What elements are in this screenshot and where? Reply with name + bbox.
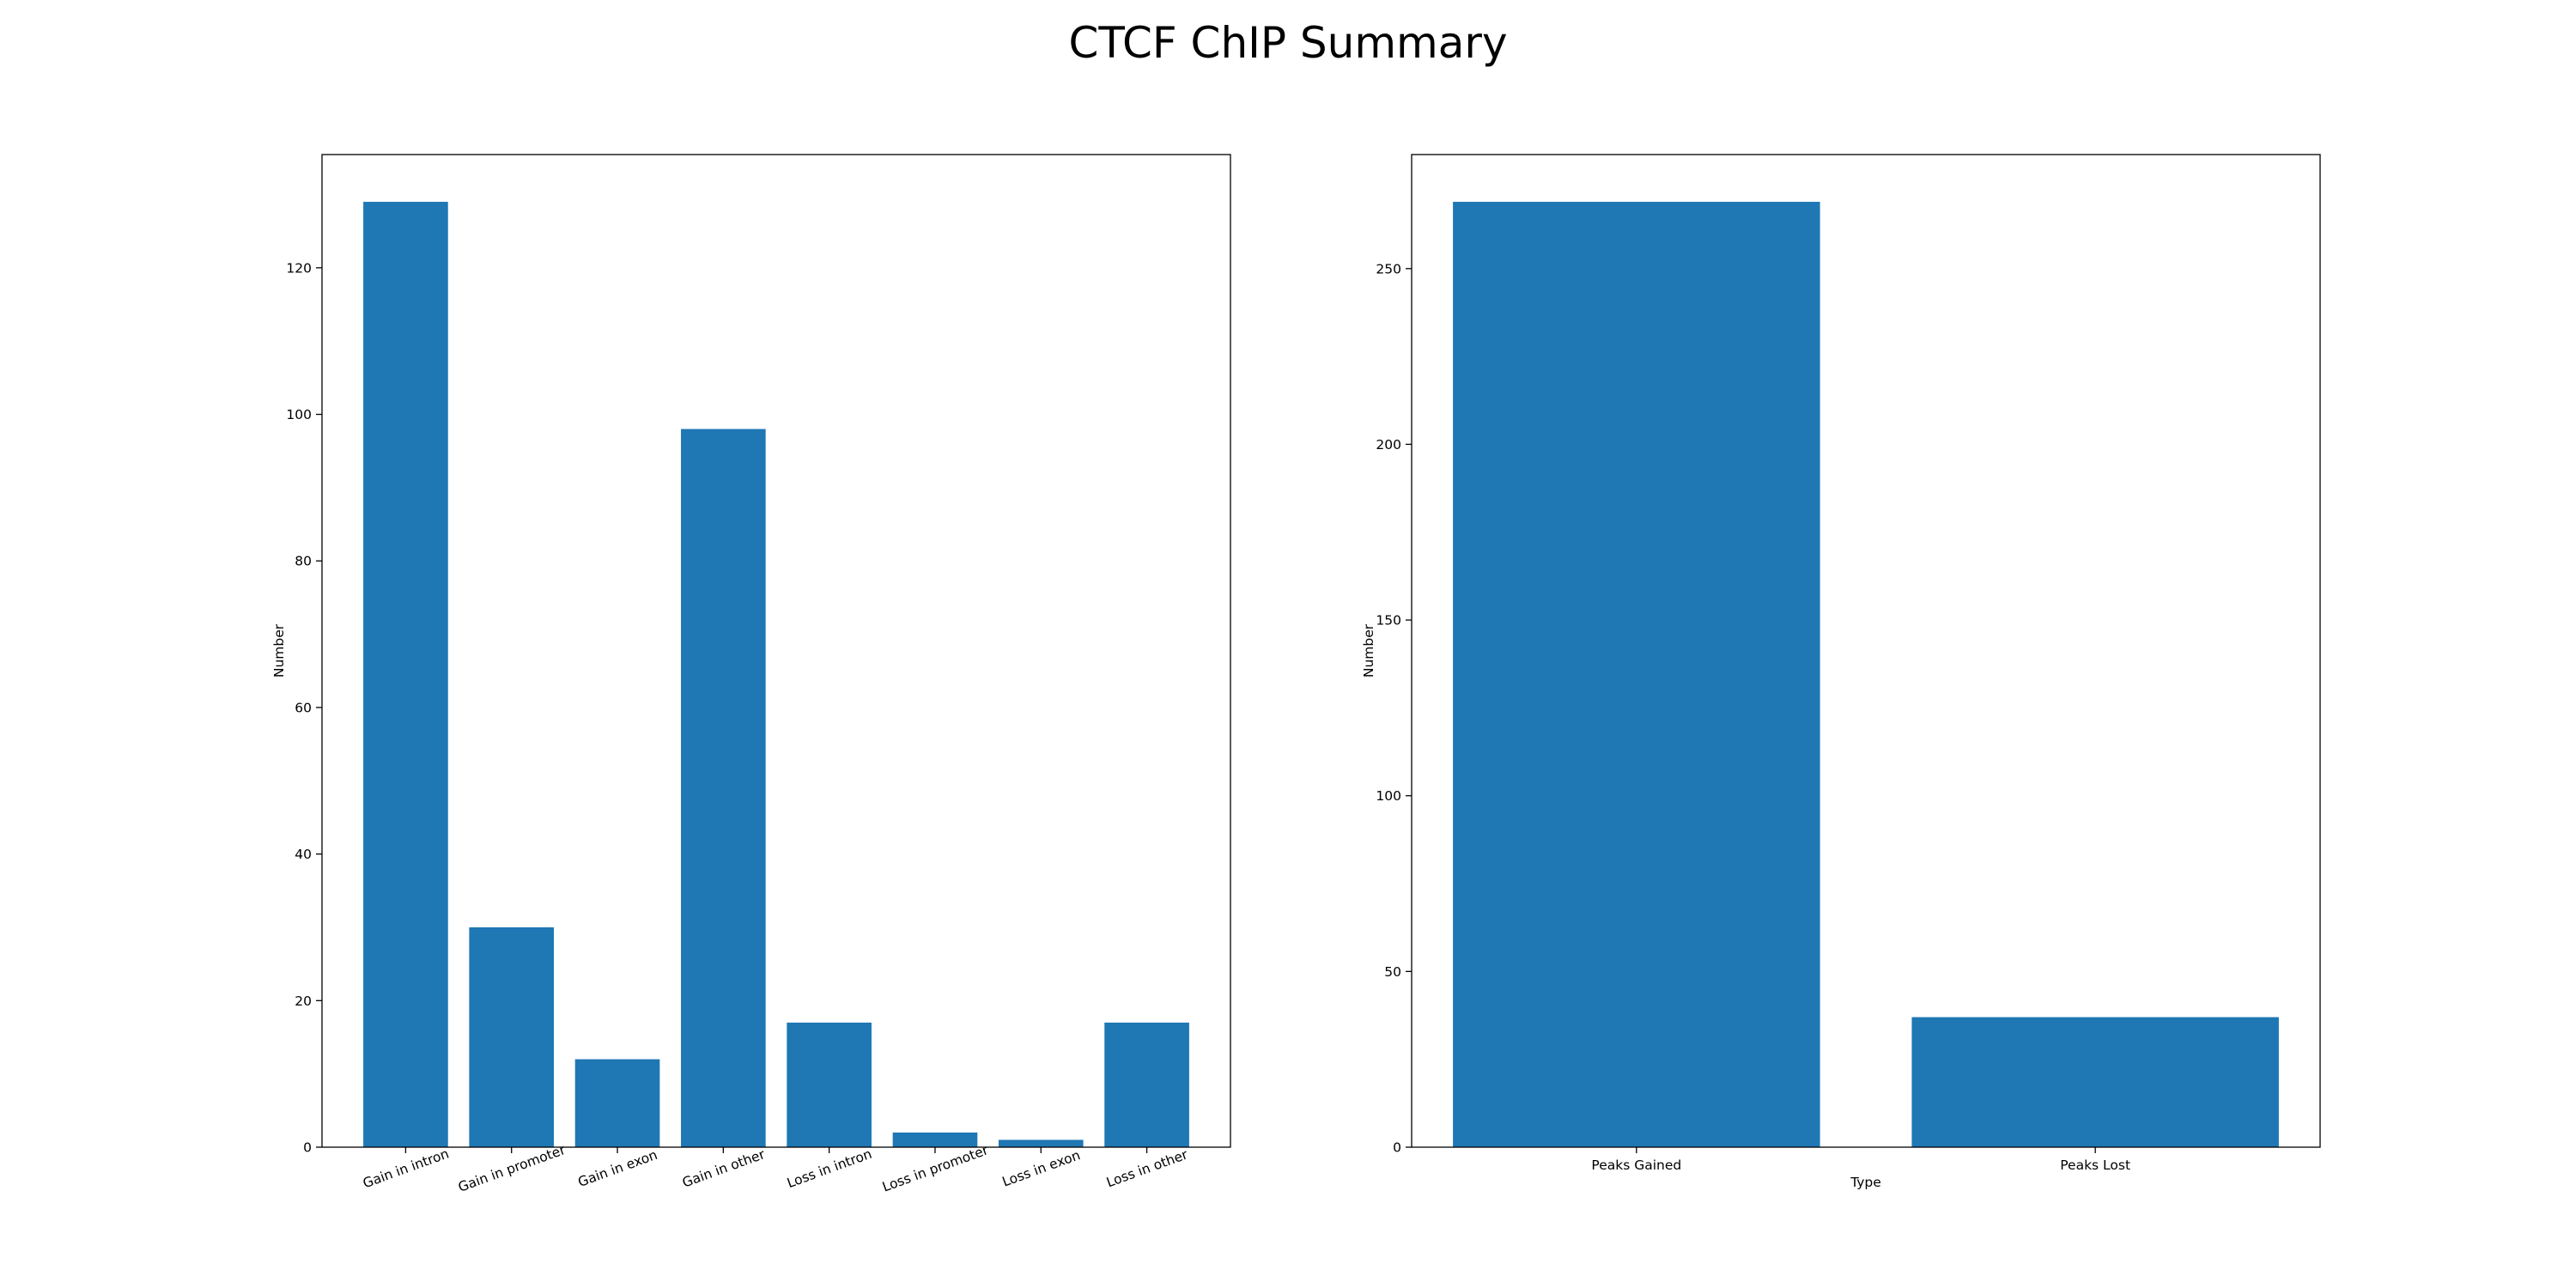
chart-2: 0 50 100 150 200 250 Peaks Gained Peaks Lost Num… bbox=[1361, 154, 2321, 1190]
bar-1 bbox=[1453, 202, 1820, 1148]
bar-2 bbox=[469, 927, 555, 1147]
bar-1 bbox=[363, 202, 448, 1148]
y-tick-label: 150 bbox=[1376, 613, 1401, 629]
bar-6 bbox=[892, 1132, 978, 1147]
bar-7 bbox=[998, 1139, 1084, 1147]
x-tick-label: Peaks Lost bbox=[2060, 1157, 2130, 1173]
bar-4 bbox=[681, 428, 766, 1148]
x-tick-label: Loss in exon bbox=[1000, 1147, 1083, 1189]
bar-5 bbox=[787, 1022, 872, 1147]
y-tick-label: 40 bbox=[295, 847, 312, 862]
y-tick-label: 250 bbox=[1376, 261, 1401, 276]
x-axis-label: Type bbox=[1850, 1175, 1881, 1190]
y-tick-label: 50 bbox=[1384, 964, 1401, 980]
y-tick-label: 200 bbox=[1376, 437, 1401, 453]
y-tick-label: 20 bbox=[295, 993, 312, 1009]
axes-frame bbox=[1411, 154, 2321, 1148]
y-tick-label: 120 bbox=[286, 260, 312, 276]
bar-2 bbox=[1911, 1017, 2279, 1147]
y-tick-label: 0 bbox=[303, 1140, 312, 1156]
axes-frame bbox=[321, 154, 1231, 1148]
y-axis-label: Number bbox=[1361, 623, 1376, 677]
y-tick-label: 0 bbox=[1393, 1140, 1401, 1156]
y-tick-label: 100 bbox=[286, 407, 312, 422]
bar-8 bbox=[1104, 1022, 1189, 1147]
bar-3 bbox=[574, 1059, 660, 1147]
y-tick-label: 60 bbox=[295, 700, 312, 715]
x-tick-label: Peaks Gained bbox=[1591, 1157, 1681, 1173]
x-tick-label: Gain in exon bbox=[576, 1147, 659, 1190]
y-tick-label: 80 bbox=[295, 554, 312, 569]
figure-title: CTCF ChIP Summary bbox=[1068, 18, 1507, 68]
y-tick-label: 100 bbox=[1376, 788, 1401, 804]
y-axis-label: Number bbox=[271, 623, 287, 677]
